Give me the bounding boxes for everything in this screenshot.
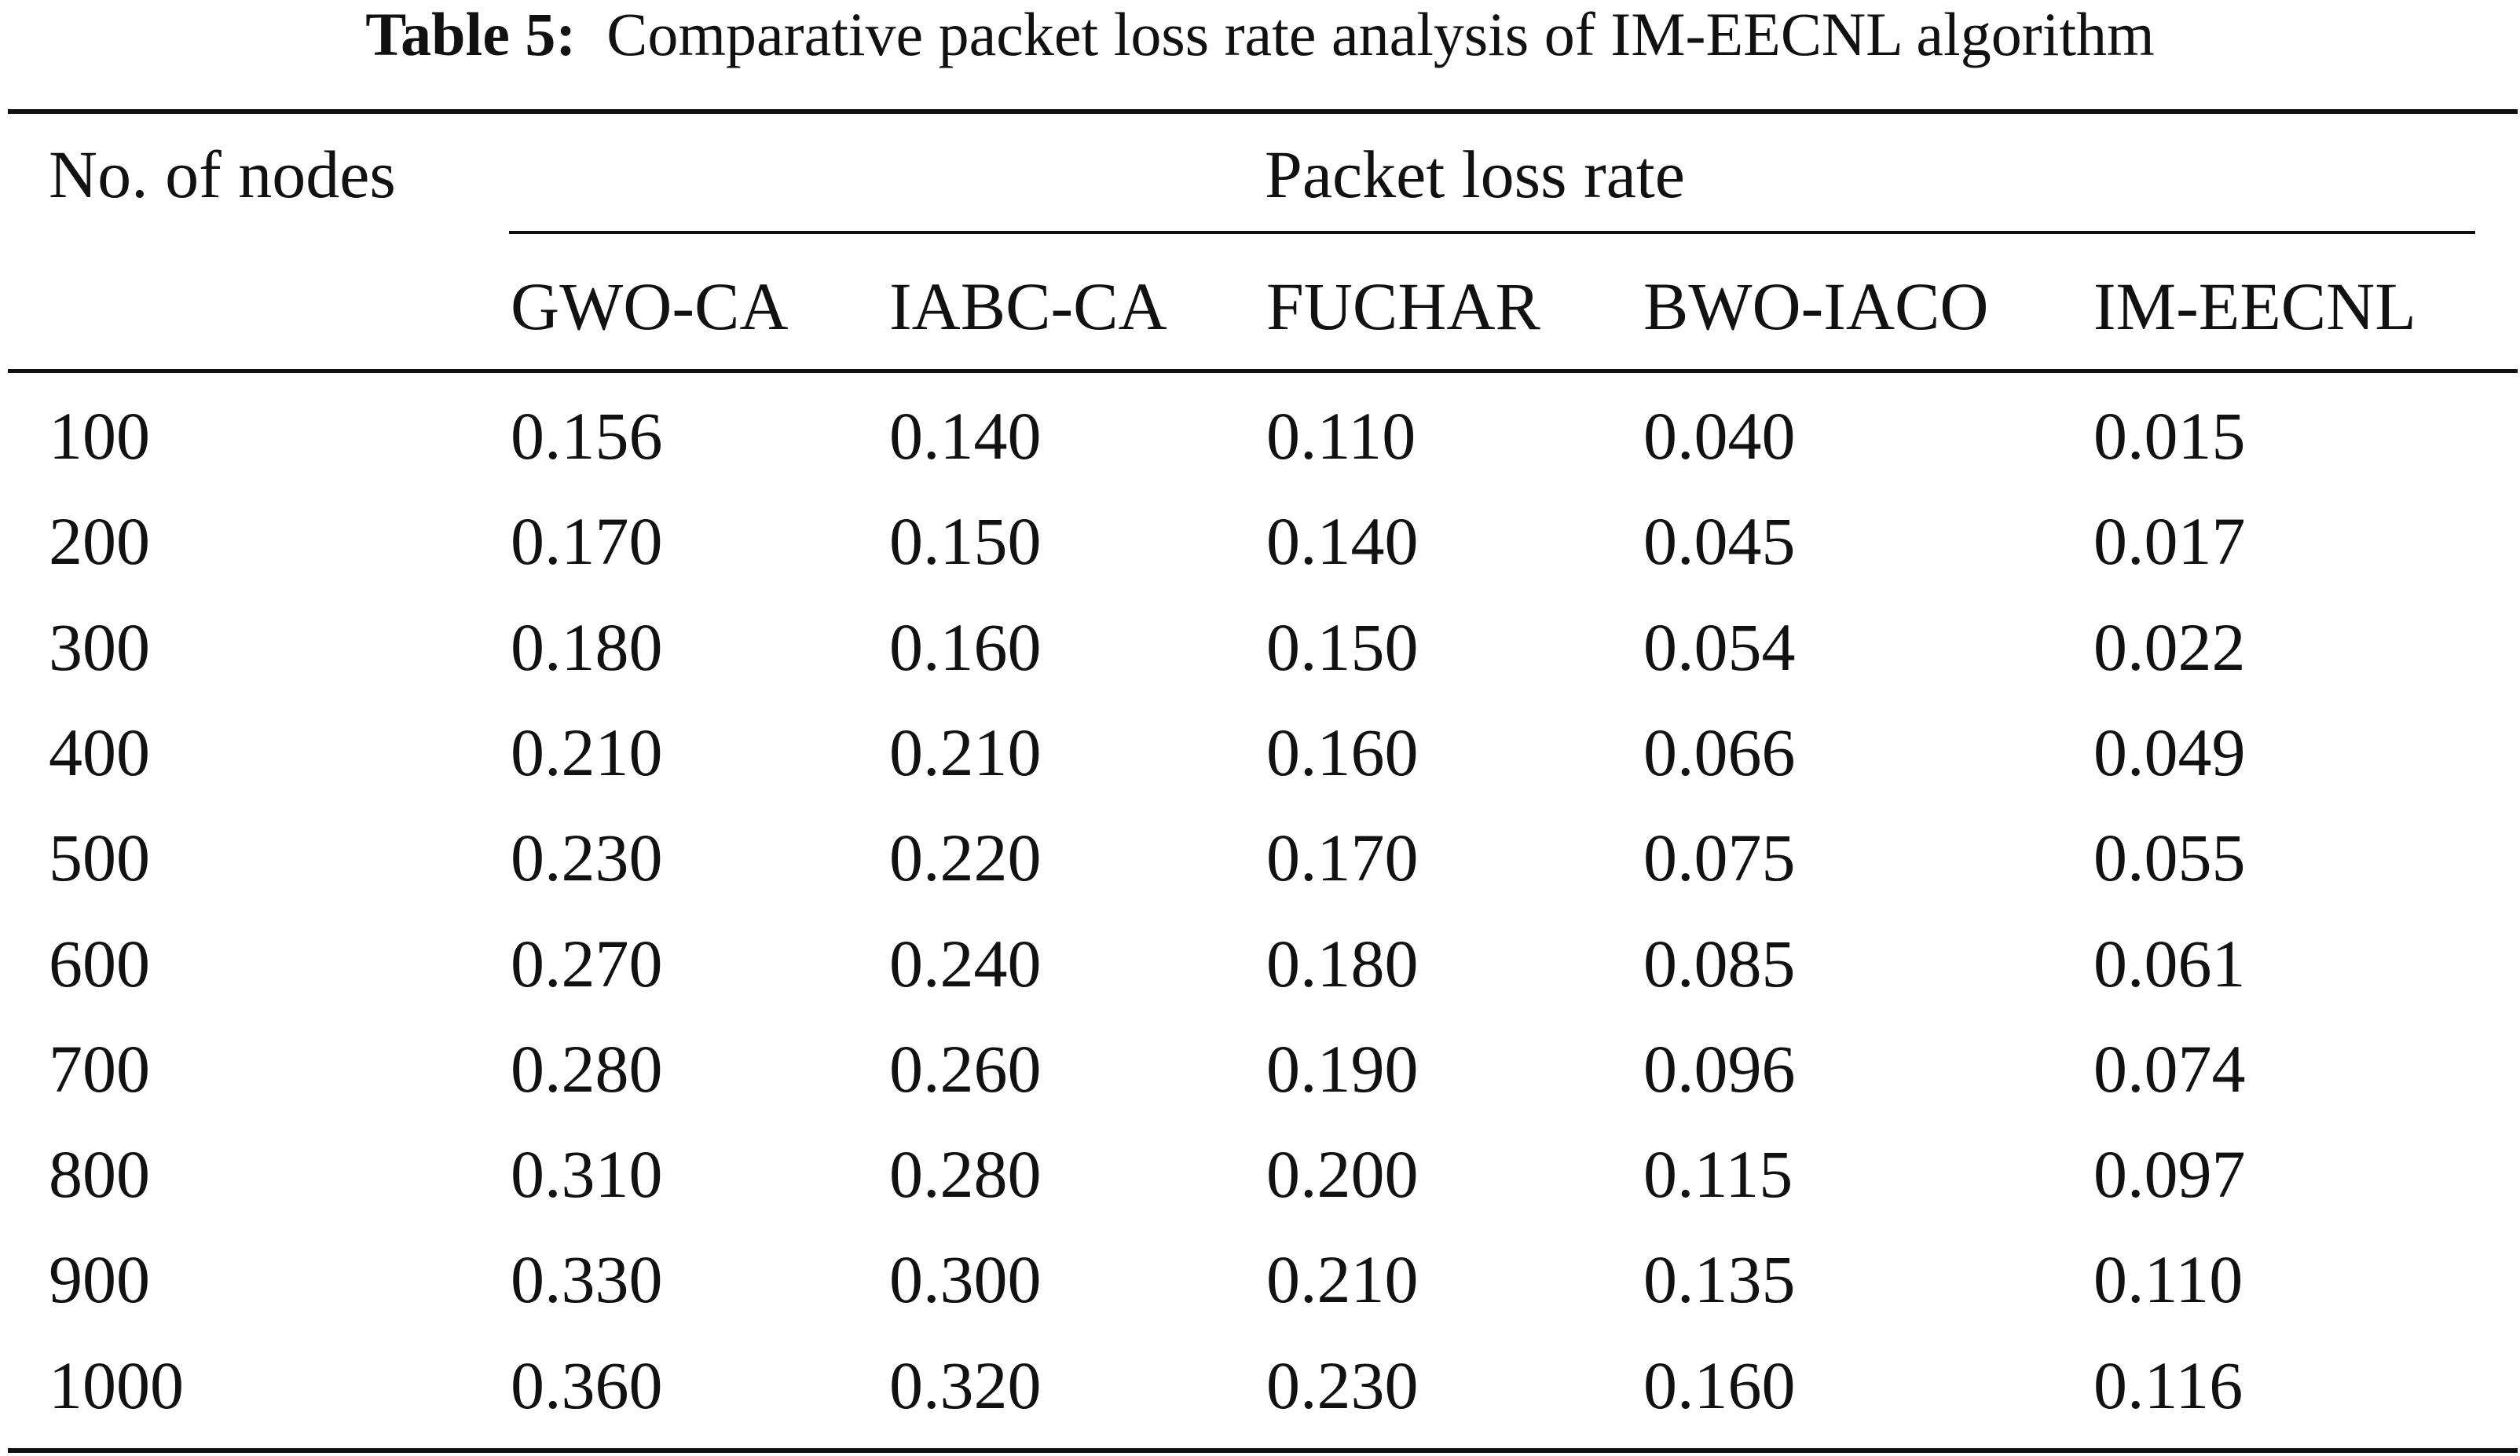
- column-header-bwo-iaco: BWO-IACO: [1643, 269, 1989, 344]
- packet-loss-cell: 0.280: [511, 1030, 663, 1107]
- packet-loss-cell: 0.085: [1643, 925, 1796, 1001]
- packet-loss-cell: 0.115: [1643, 1136, 1793, 1213]
- node-count-cell: 400: [49, 714, 150, 790]
- node-count-cell: 1000: [49, 1347, 184, 1423]
- node-count-cell: 500: [49, 820, 150, 896]
- packet-loss-cell: 0.280: [889, 1136, 1042, 1213]
- table-row: 600 0.270 0.240 0.180 0.085 0.061: [0, 924, 2520, 1030]
- table-caption-label: Table 5:: [365, 0, 577, 68]
- packet-loss-cell: 0.015: [2093, 398, 2246, 474]
- packet-loss-cell: 0.140: [889, 398, 1042, 474]
- packet-loss-cell: 0.160: [1643, 1347, 1796, 1423]
- table-row: 200 0.170 0.150 0.140 0.045 0.017: [0, 502, 2520, 607]
- packet-loss-cell: 0.220: [889, 820, 1042, 896]
- packet-loss-cell: 0.074: [2093, 1030, 2246, 1107]
- table-row: 1000 0.360 0.320 0.230 0.160 0.116: [0, 1346, 2520, 1451]
- node-count-cell: 900: [49, 1242, 150, 1318]
- table-row: 900 0.330 0.300 0.210 0.135 0.110: [0, 1240, 2520, 1345]
- node-count-cell: 300: [49, 609, 150, 685]
- group-rule: [509, 231, 2475, 234]
- packet-loss-cell: 0.330: [511, 1242, 663, 1318]
- packet-loss-cell: 0.040: [1643, 398, 1796, 474]
- node-count-cell: 200: [49, 503, 150, 580]
- packet-loss-cell: 0.110: [1266, 398, 1416, 474]
- packet-loss-cell: 0.310: [511, 1136, 663, 1213]
- node-count-cell: 600: [49, 925, 150, 1001]
- column-header-fuchar: FUCHAR: [1266, 269, 1540, 344]
- packet-loss-cell: 0.210: [511, 714, 663, 790]
- packet-loss-cell: 0.230: [1266, 1347, 1419, 1423]
- bottom-rule: [8, 1448, 2518, 1453]
- packet-loss-cell: 0.097: [2093, 1136, 2246, 1213]
- table-caption-text: Comparative packet loss rate analysis of…: [606, 0, 2155, 68]
- packet-loss-cell: 0.017: [2093, 503, 2246, 580]
- table-caption: Table 5: Comparative packet loss rate an…: [0, 0, 2520, 79]
- packet-loss-cell: 0.150: [1266, 609, 1419, 685]
- column-header-im-eecnl: IM-EECNL: [2093, 269, 2416, 344]
- packet-loss-cell: 0.240: [889, 925, 1042, 1001]
- table-row: 400 0.210 0.210 0.160 0.066 0.049: [0, 713, 2520, 818]
- packet-loss-cell: 0.300: [889, 1242, 1042, 1318]
- packet-loss-cell: 0.170: [511, 503, 663, 580]
- packet-loss-cell: 0.360: [511, 1347, 663, 1423]
- packet-loss-cell: 0.180: [511, 609, 663, 685]
- node-count-cell: 800: [49, 1136, 150, 1213]
- packet-loss-cell: 0.066: [1643, 714, 1796, 790]
- group-header: Packet loss rate: [1265, 137, 1685, 212]
- packet-loss-cell: 0.055: [2093, 820, 2246, 896]
- packet-loss-cell: 0.190: [1266, 1030, 1419, 1107]
- packet-loss-cell: 0.140: [1266, 503, 1419, 580]
- packet-loss-cell: 0.180: [1266, 925, 1419, 1001]
- packet-loss-cell: 0.075: [1643, 820, 1796, 896]
- node-count-cell: 700: [49, 1030, 150, 1107]
- table-row: 500 0.230 0.220 0.170 0.075 0.055: [0, 818, 2520, 924]
- packet-loss-cell: 0.061: [2093, 925, 2246, 1001]
- packet-loss-cell: 0.045: [1643, 503, 1796, 580]
- packet-loss-cell: 0.320: [889, 1347, 1042, 1423]
- packet-loss-cell: 0.230: [511, 820, 663, 896]
- node-count-cell: 100: [49, 398, 150, 474]
- packet-loss-cell: 0.049: [2093, 714, 2246, 790]
- packet-loss-cell: 0.150: [889, 503, 1042, 580]
- packet-loss-cell: 0.210: [889, 714, 1042, 790]
- packet-loss-cell: 0.110: [2093, 1242, 2243, 1318]
- packet-loss-cell: 0.160: [1266, 714, 1419, 790]
- top-rule: [8, 109, 2518, 114]
- packet-loss-cell: 0.116: [2093, 1347, 2243, 1423]
- column-header-gwo-ca: GWO-CA: [511, 269, 789, 344]
- column-header-iabc-ca: IABC-CA: [889, 269, 1167, 344]
- packet-loss-cell: 0.156: [511, 398, 663, 474]
- table-row: 800 0.310 0.280 0.200 0.115 0.097: [0, 1135, 2520, 1240]
- row-header: No. of nodes: [49, 137, 396, 212]
- packet-loss-cell: 0.096: [1643, 1030, 1796, 1107]
- packet-loss-cell: 0.160: [889, 609, 1042, 685]
- packet-loss-cell: 0.054: [1643, 609, 1796, 685]
- header-rule: [8, 369, 2518, 373]
- table-row: 300 0.180 0.160 0.150 0.054 0.022: [0, 608, 2520, 713]
- table-row: 100 0.156 0.140 0.110 0.040 0.015: [0, 397, 2520, 502]
- packet-loss-cell: 0.135: [1643, 1242, 1796, 1318]
- packet-loss-cell: 0.170: [1266, 820, 1419, 896]
- packet-loss-cell: 0.200: [1266, 1136, 1419, 1213]
- table-row: 700 0.280 0.260 0.190 0.096 0.074: [0, 1030, 2520, 1135]
- packet-loss-cell: 0.260: [889, 1030, 1042, 1107]
- packet-loss-cell: 0.210: [1266, 1242, 1419, 1318]
- packet-loss-cell: 0.022: [2093, 609, 2246, 685]
- packet-loss-cell: 0.270: [511, 925, 663, 1001]
